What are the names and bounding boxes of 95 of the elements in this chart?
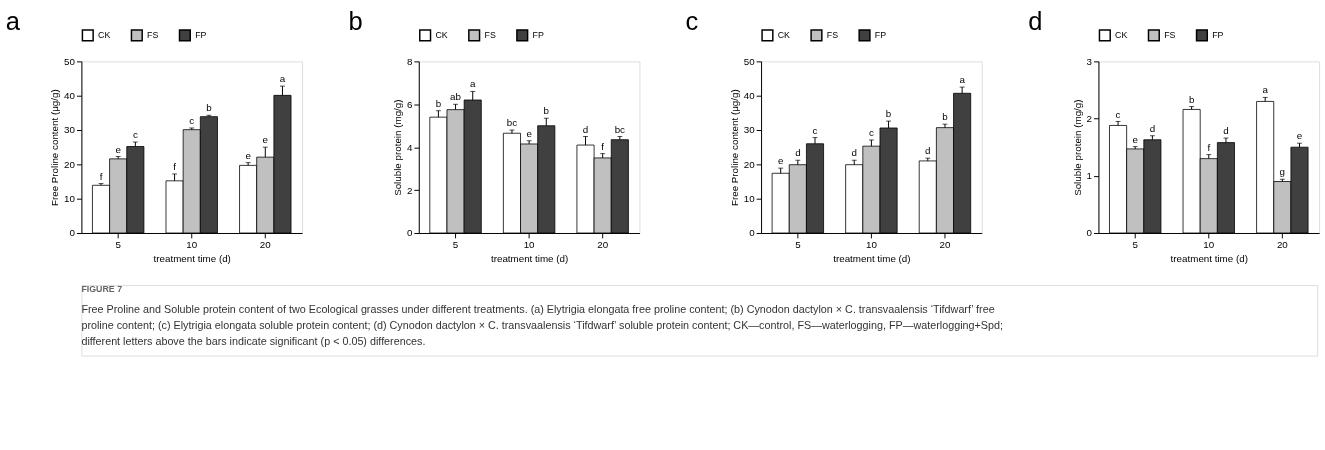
y-axis-title: Soluble protein (mg/g) [1071, 99, 1083, 196]
data-label: e [115, 143, 122, 155]
x-tick-label: 10 [865, 239, 878, 251]
y-tick-label: 30 [64, 124, 76, 136]
y-tick-label: 20 [64, 158, 76, 170]
data-label: b [543, 105, 550, 117]
y-tick-label: 4 [406, 141, 413, 153]
y-tick-label: 2 [406, 184, 413, 196]
x-tick-label: 10 [186, 239, 198, 251]
legend-label: CK [98, 30, 111, 41]
y-tick-label: 2 [1086, 113, 1093, 125]
y-axis-title: Soluble protein (mg/g) [392, 99, 404, 196]
legend-label: FS [484, 30, 496, 41]
y-tick-label: 30 [743, 124, 756, 136]
data-label: f [601, 140, 605, 152]
data-label: e [777, 155, 784, 167]
legend-label: FS [147, 30, 159, 41]
data-label: f [1207, 141, 1211, 153]
data-label: c [868, 127, 874, 139]
legend-label: FP [532, 30, 544, 41]
data-label: f [99, 170, 103, 182]
data-label: b [885, 108, 892, 120]
data-label: ab [450, 91, 462, 103]
x-tick-label: 20 [597, 239, 609, 251]
y-tick-label: 8 [406, 55, 413, 67]
data-label: bc [506, 117, 518, 129]
data-label: c [189, 115, 195, 127]
legend-label: CK [435, 30, 448, 41]
data-label: b [1188, 93, 1195, 105]
data-label: b [942, 111, 949, 123]
y-tick-label: 40 [743, 90, 756, 102]
x-tick-label: 5 [452, 239, 459, 251]
x-axis-title: treatment time (d) [490, 252, 569, 264]
x-tick-label: 5 [795, 239, 802, 251]
y-tick-label: 40 [64, 90, 76, 102]
data-label: f [173, 161, 177, 173]
x-tick-label: 10 [1203, 239, 1215, 251]
x-tick-label: 20 [1276, 239, 1289, 251]
x-axis-title: treatment time (d) [1170, 252, 1248, 264]
data-label: d [1223, 125, 1229, 137]
data-label: d [1149, 122, 1156, 134]
y-tick-label: 0 [1086, 227, 1093, 239]
chart-title: b [348, 6, 363, 35]
y-tick-label: 0 [69, 227, 76, 239]
y-axis-title: Free Proline content (μg/g) [49, 89, 61, 207]
data-label: c [812, 124, 818, 136]
data-label: b [206, 102, 213, 114]
chart-title: a [5, 6, 21, 35]
legend-label: FS [1164, 30, 1176, 41]
x-tick-label: 5 [115, 239, 122, 251]
chart-title: c [685, 6, 699, 35]
x-tick-label: 5 [1132, 239, 1139, 251]
x-tick-label: 20 [259, 239, 272, 251]
data-label: d [925, 145, 931, 157]
y-tick-label: 50 [743, 55, 756, 67]
y-axis-title: Free Proline content (μg/g) [728, 89, 740, 207]
legend-label: FP [195, 30, 207, 41]
data-label: g [1279, 166, 1286, 178]
y-tick-label: 6 [406, 98, 413, 110]
y-tick-label: 10 [743, 193, 756, 205]
data-label: d [851, 147, 857, 159]
data-label: a [279, 73, 286, 85]
data-label: e [1132, 133, 1139, 145]
legend-label: CK [777, 30, 791, 41]
data-label: a [1262, 84, 1269, 96]
legend-label: FP [1212, 30, 1224, 41]
x-tick-label: 10 [523, 239, 536, 251]
y-tick-label: 50 [64, 55, 76, 67]
data-label: e [262, 134, 269, 146]
data-label: bc [614, 123, 626, 135]
x-axis-title: treatment time (d) [153, 252, 231, 264]
y-tick-label: 20 [743, 158, 756, 170]
x-axis-title: treatment time (d) [833, 252, 911, 264]
legend-label: CK [1115, 30, 1128, 41]
data-label: e [526, 127, 533, 139]
caption: FIGURE 7 [81, 283, 123, 294]
legend-label: FP [874, 30, 887, 41]
y-tick-label: 3 [1086, 55, 1093, 67]
chart-title: d [1028, 6, 1043, 35]
data-label: c [1115, 108, 1121, 120]
y-tick-label: 1 [1086, 170, 1093, 182]
data-label: d [582, 123, 589, 135]
y-tick-label: 10 [64, 193, 76, 205]
data-label: c [132, 129, 138, 141]
text: Free Proline and Soluble protein content of two Ecological grasses under different treatments. (a) Elytrigia elongata free proline content; (b) Cynodon dactylon × C. transvaalensis ‘Tifdwarf’ free proline content; (c) Elytrigia elongata soluble protein content; (d) Cynodon dactylon × C. transvaalensis ‘Tifdwarf’ soluble protein content; CK—control, FS—waterlogging, FP—waterlogging+Spd; different letters above the bars indicate significant (p < 0.05) differences. [81, 303, 1003, 347]
data-label: a [959, 74, 966, 86]
data-label: a [470, 78, 476, 90]
y-tick-label: 0 [749, 227, 756, 239]
data-label: e [1296, 130, 1303, 142]
x-tick-label: 20 [939, 239, 951, 251]
y-tick-label: 0 [406, 227, 413, 239]
data-label: d [795, 147, 801, 159]
data-label: e [245, 149, 252, 161]
legend-label: FS [826, 30, 839, 41]
data-label: b [435, 97, 442, 109]
